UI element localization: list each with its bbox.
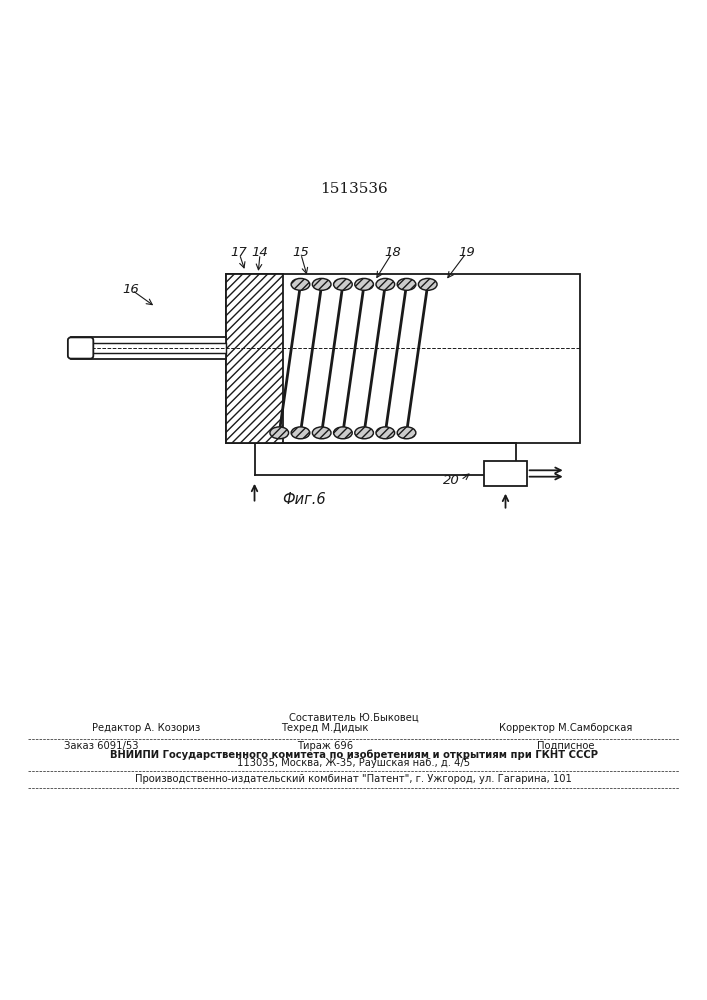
Bar [226,274,283,443]
Bar [226,274,580,443]
Text: 1513536: 1513536 [320,182,387,196]
Ellipse shape [334,278,352,290]
Ellipse shape [312,427,331,439]
Bar [88,343,226,353]
FancyBboxPatch shape [68,337,93,359]
Text: 14: 14 [252,246,269,259]
Bar [71,337,226,359]
Text: 19: 19 [458,246,475,259]
Text: 17: 17 [230,246,247,259]
Text: Заказ 6091/53: Заказ 6091/53 [64,741,138,751]
Text: 20: 20 [443,474,460,487]
Ellipse shape [376,427,395,439]
Text: Редактор А. Козориз: Редактор А. Козориз [92,723,200,733]
Text: ВНИИПИ Государственного комитета по изобретениям и открытиям при ГКНТ СССР: ВНИИПИ Государственного комитета по изоб… [110,749,597,760]
Ellipse shape [376,278,395,290]
Text: Подписное: Подписное [537,741,595,751]
Ellipse shape [334,427,352,439]
Ellipse shape [397,278,416,290]
Ellipse shape [355,278,373,290]
Text: Техред М.Дидык: Техред М.Дидык [281,723,369,733]
Bar [484,461,527,486]
Text: Фиг.6: Фиг.6 [282,492,326,508]
Text: 113035, Москва, Ж-35, Раушская наб., д. 4/5: 113035, Москва, Ж-35, Раушская наб., д. … [237,758,470,768]
Text: Корректор М.Самборская: Корректор М.Самборская [499,723,632,733]
Ellipse shape [419,278,437,290]
Text: 15: 15 [292,246,309,259]
Ellipse shape [270,427,288,439]
Text: Производственно-издательский комбинат "Патент", г. Ужгород, ул. Гагарина, 101: Производственно-издательский комбинат "П… [135,774,572,784]
Text: Тираж 696: Тираж 696 [297,741,354,751]
Text: Составитель Ю.Быковец: Составитель Ю.Быковец [288,712,419,722]
Text: 18: 18 [384,246,401,259]
Ellipse shape [291,427,310,439]
Text: 16: 16 [122,283,139,296]
Ellipse shape [355,427,373,439]
Ellipse shape [291,278,310,290]
Ellipse shape [312,278,331,290]
Ellipse shape [397,427,416,439]
